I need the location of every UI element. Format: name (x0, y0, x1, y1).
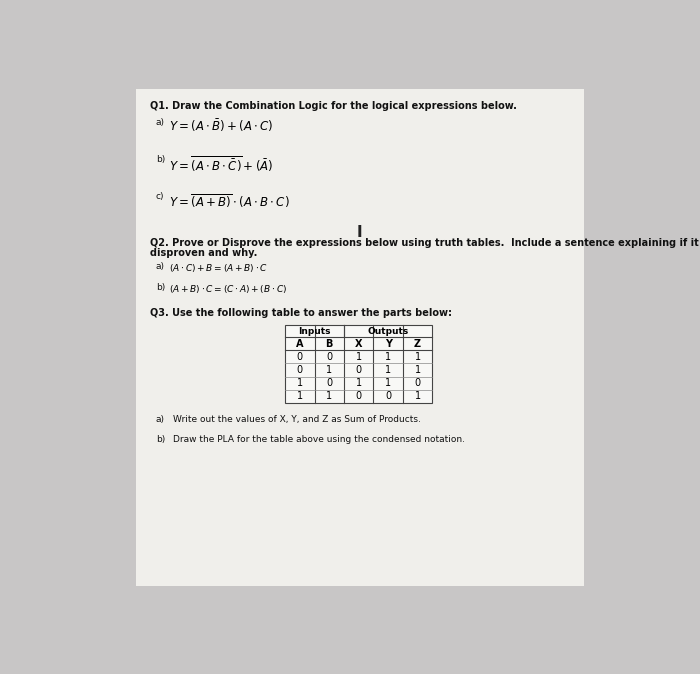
Bar (136, 90, 584, 586)
Text: 0: 0 (414, 378, 421, 388)
Text: X: X (355, 339, 363, 349)
Text: b): b) (155, 155, 165, 164)
Text: $(A + B) \cdot C = (C \cdot A) + (B \cdot C)$: $(A + B) \cdot C = (C \cdot A) + (B \cdo… (169, 283, 287, 295)
Text: 0: 0 (297, 365, 303, 375)
Text: a): a) (155, 415, 164, 424)
Text: a): a) (155, 118, 164, 127)
Text: disproven and why.: disproven and why. (150, 248, 257, 258)
Text: $\mathbf{I}$: $\mathbf{I}$ (356, 224, 362, 240)
Text: A: A (296, 339, 304, 349)
Text: Y: Y (385, 339, 392, 349)
Text: B: B (326, 339, 333, 349)
Text: 1: 1 (414, 365, 421, 375)
Text: c): c) (155, 192, 164, 201)
Text: Write out the values of X, Y, and Z as Sum of Products.: Write out the values of X, Y, and Z as S… (173, 415, 421, 424)
Text: 1: 1 (326, 365, 332, 375)
Text: 1: 1 (297, 391, 303, 401)
Text: Inputs: Inputs (298, 327, 331, 336)
Bar (285, 325, 433, 403)
Text: 0: 0 (297, 352, 303, 362)
Text: 1: 1 (385, 378, 391, 388)
Text: 0: 0 (356, 365, 362, 375)
Text: $Y = \overline{(A + B)} \cdot (A \cdot B \cdot C)$: $Y = \overline{(A + B)} \cdot (A \cdot B… (169, 192, 290, 210)
Text: Q3. Use the following table to answer the parts below:: Q3. Use the following table to answer th… (150, 308, 452, 318)
Text: 1: 1 (297, 378, 303, 388)
Text: $Y = \overline{(A \cdot B \cdot \bar{C})} + (\bar{A})$: $Y = \overline{(A \cdot B \cdot \bar{C})… (169, 155, 273, 174)
Text: Z: Z (414, 339, 421, 349)
Text: 1: 1 (326, 391, 332, 401)
Text: 0: 0 (385, 391, 391, 401)
Text: 1: 1 (385, 365, 391, 375)
Text: b): b) (155, 435, 165, 444)
Text: 1: 1 (356, 352, 362, 362)
Text: a): a) (155, 262, 164, 271)
Text: 1: 1 (356, 378, 362, 388)
Text: 0: 0 (356, 391, 362, 401)
Text: Outputs: Outputs (368, 327, 409, 336)
Text: Q1. Draw the Combination Logic for the logical expressions below.: Q1. Draw the Combination Logic for the l… (150, 101, 517, 111)
Text: $Y = (A \cdot \bar{B}) + (A \cdot C)$: $Y = (A \cdot \bar{B}) + (A \cdot C)$ (169, 118, 273, 134)
Text: 0: 0 (326, 352, 332, 362)
Text: 1: 1 (414, 352, 421, 362)
Text: 1: 1 (385, 352, 391, 362)
Text: Draw the PLA for the table above using the condensed notation.: Draw the PLA for the table above using t… (173, 435, 465, 444)
Text: 1: 1 (414, 391, 421, 401)
Text: $(A \cdot C) + B = (A + B) \cdot C$: $(A \cdot C) + B = (A + B) \cdot C$ (169, 262, 268, 274)
Text: Q2. Prove or Disprove the expressions below using truth tables.  Include a sente: Q2. Prove or Disprove the expressions be… (150, 238, 700, 248)
Text: 0: 0 (326, 378, 332, 388)
Text: b): b) (155, 283, 165, 293)
